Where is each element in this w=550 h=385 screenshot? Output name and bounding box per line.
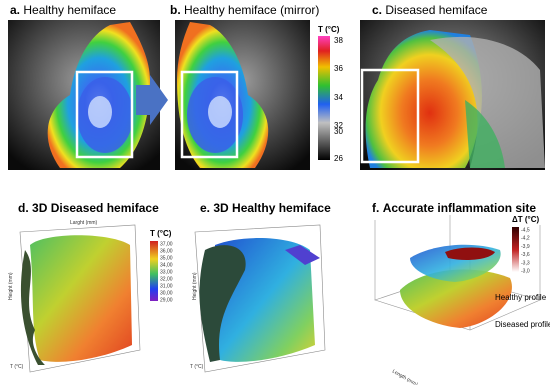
colorbar-tick-label: -4,2 (521, 236, 530, 242)
axis-label: Height (mm) (8, 272, 14, 300)
colorbar-title: T (°C) (318, 25, 340, 34)
thermal-image (8, 20, 160, 170)
arrow (136, 75, 168, 125)
colorbar-tick-label: -3,6 (521, 252, 530, 258)
thermal-image (360, 20, 545, 170)
colorbar-tick-label: 29,00 (160, 298, 173, 304)
panel-title: b. Healthy hemiface (mirror) (170, 3, 319, 17)
colorbar-tick-label: -3,9 (521, 244, 530, 250)
annotation: Diseased profile (495, 320, 550, 329)
axis-label: T (°C) (10, 364, 24, 370)
panel-title: d. 3D Diseased hemiface (18, 201, 159, 215)
colorbar-tick-label: 32 (334, 121, 343, 130)
colorbar-tick-label: 30 (334, 127, 343, 136)
colorbar-tick-label: 35,00 (160, 256, 173, 262)
colorbar-tick-label: 32,00 (160, 277, 173, 283)
colorbar-tick-label: -4,5 (521, 228, 530, 234)
panel-title: e. 3D Healthy hemiface (200, 201, 331, 215)
colorbar-title: T (°C) (150, 229, 172, 238)
axis-label: Length (mm) (391, 369, 419, 385)
axis-label: T (°C) (190, 364, 204, 370)
colorbar-tick-label: 36 (334, 64, 343, 73)
colorbar-tick-label: 37,00 (160, 242, 173, 248)
3d-plot: Height (mm) T (°C) (190, 224, 326, 373)
colorbar-tick-label: 26 (334, 154, 343, 163)
colorbar-tick-label: 36,00 (160, 249, 173, 255)
axis-label: Height (mm) (192, 272, 198, 300)
3d-plot: Healthy profile Diseased profile Length … (374, 215, 550, 385)
colorbar-tick-label: 38 (334, 36, 343, 45)
colorbar-tick-label: 34,00 (160, 263, 173, 269)
colorbar-tick-label: 30,00 (160, 291, 173, 297)
panel-title: a. Healthy hemiface (10, 3, 116, 17)
colorbar-tick-label: 31,00 (160, 284, 173, 290)
colorbar-tick-label: 34 (334, 93, 343, 102)
annotation: Healthy profile (495, 293, 547, 302)
colorbar-tick-label: -3,3 (521, 260, 530, 266)
3d-plot: Larght (mm) Height (mm) T (°C) T (°C) 37… (8, 220, 173, 373)
panel-title: c. Diseased hemiface (372, 3, 488, 17)
panel-title: f. Accurate inflammation site (372, 201, 536, 215)
colorbar-tick-label: 33,00 (160, 270, 173, 276)
colorbar-tick-label: -3,0 (521, 269, 530, 275)
axis-label: Larght (mm) (70, 220, 98, 226)
colorbar-title: ΔT (°C) (512, 215, 540, 224)
thermal-image (175, 20, 310, 170)
